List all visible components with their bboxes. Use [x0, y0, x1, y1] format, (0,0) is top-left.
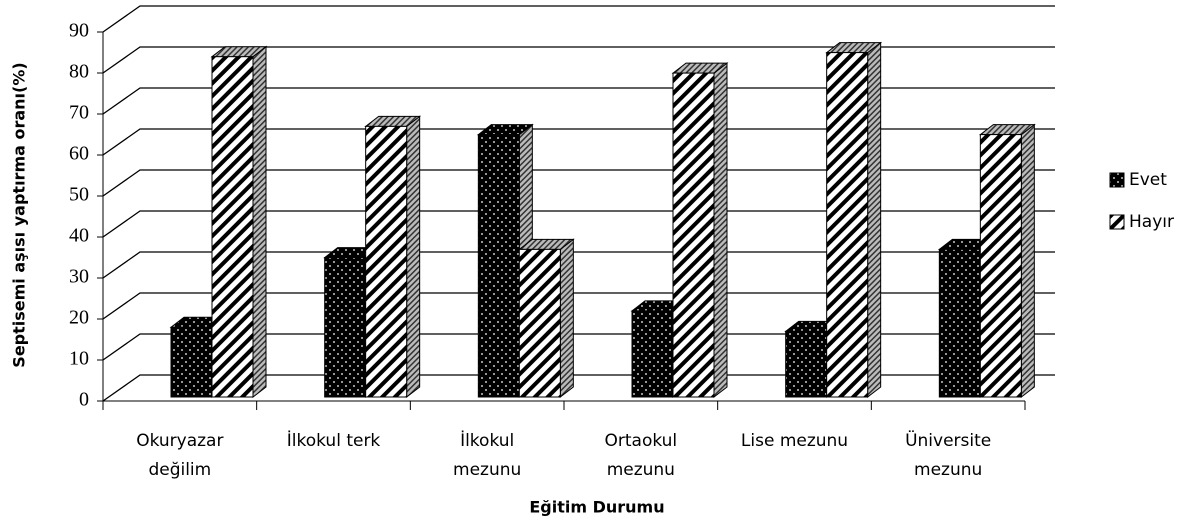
y-tick-label: 80 — [69, 61, 89, 83]
x-tick-label-line: Ortaokul — [604, 431, 677, 451]
y-tick-label: 20 — [69, 307, 89, 329]
x-tick-label: İlkokul mezunu — [453, 430, 521, 480]
bar-side — [406, 115, 421, 399]
x-tick-label-line: İlkokul terk — [287, 430, 381, 451]
y-tick-label: 0 — [79, 389, 89, 411]
x-tick-label: Lise mezunu — [741, 431, 848, 451]
y-tick-label: 10 — [69, 348, 89, 370]
grid-line — [102, 87, 1055, 115]
grid-line — [102, 374, 1055, 402]
y-tick-label: 40 — [69, 225, 89, 247]
bar-front — [477, 134, 520, 398]
bar-front — [518, 248, 561, 398]
grid-line — [102, 292, 1055, 320]
x-tick-label-line: Okuryazar — [136, 431, 223, 451]
legend-label: Hayır — [1129, 212, 1174, 232]
x-tick-label: İlkokul terk — [287, 430, 381, 451]
bar — [517, 238, 575, 399]
x-tick-label-line: mezunu — [453, 460, 521, 480]
bar — [671, 62, 729, 399]
bar-front — [979, 134, 1022, 398]
bar-front — [365, 125, 408, 398]
legend-swatch — [1109, 172, 1125, 188]
y-axis-label: Septisemi aşısı yaptırma oranı(%) — [10, 62, 29, 367]
y-tick-label: 60 — [69, 143, 89, 165]
bar-side — [713, 62, 728, 399]
y-tick-label: 30 — [69, 266, 89, 288]
bar — [364, 115, 422, 399]
bar-front — [631, 310, 674, 398]
x-tick-label: Ortaokul mezunu — [604, 431, 677, 480]
legend-label: Evet — [1129, 170, 1167, 190]
bar-side — [1020, 123, 1035, 399]
grid-line — [102, 333, 1055, 361]
bar-side — [252, 45, 267, 399]
bar — [978, 123, 1036, 399]
x-tick-label-line: Lise mezunu — [741, 431, 848, 451]
bar-front — [938, 248, 981, 398]
y-tick-label: 50 — [69, 184, 89, 206]
bar-front — [672, 72, 715, 398]
bar-front — [826, 52, 869, 398]
x-tick-label: Üniversite mezunu — [905, 429, 991, 480]
x-axis-label: Eğitim Durumu — [529, 498, 664, 517]
grid-line — [102, 5, 1055, 33]
bar — [825, 41, 883, 399]
grid-line — [102, 251, 1055, 279]
x-tick-label-line: değilim — [148, 460, 211, 480]
bar-front — [211, 56, 254, 398]
bar-side — [867, 41, 882, 399]
y-tick-label: 90 — [69, 20, 89, 42]
x-tick-label-line: mezunu — [607, 460, 675, 480]
bar-front — [785, 330, 828, 398]
x-tick-label-line: İlkokul — [460, 430, 514, 451]
bar-front — [324, 257, 367, 398]
grid-line — [102, 169, 1055, 197]
legend-swatch — [1109, 214, 1125, 230]
bar-side — [559, 238, 574, 399]
bar-front — [170, 326, 213, 398]
grid-line — [102, 46, 1055, 74]
x-tick-label: Okuryazar değilim — [136, 431, 223, 480]
x-tick-label-line: mezunu — [914, 460, 982, 480]
bar — [210, 45, 268, 399]
x-tick-label-line: Üniversite — [905, 429, 991, 451]
grid-line — [102, 128, 1055, 156]
grid-line — [102, 210, 1055, 238]
y-tick-label: 70 — [69, 102, 89, 124]
